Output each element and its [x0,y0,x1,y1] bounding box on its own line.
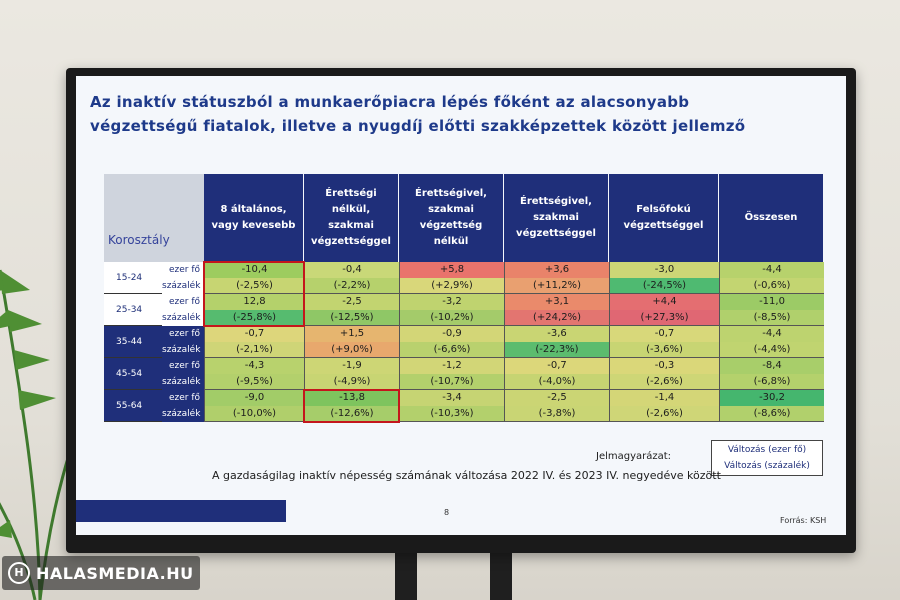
table-cell-pct: (-6,8%) [719,374,824,390]
unit-label-abs: ezer fő [162,390,204,406]
presentation-slide: Az inaktív státuszból a munkaerőpiacra l… [76,76,846,535]
slide-title: Az inaktív státuszból a munkaerőpiacra l… [90,90,830,138]
table-cell-pct: (+11,2%) [504,278,609,294]
tv-monitor: Az inaktív státuszból a munkaerőpiacra l… [66,68,856,553]
page-number: 8 [444,508,450,517]
table-cell-abs: -3,2 [399,294,504,310]
slide-title-line-1: Az inaktív státuszból a munkaerőpiacra l… [90,93,690,111]
table-cell-pct: (-10,2%) [399,310,504,326]
table-cell-abs: -4,3 [204,358,304,374]
table-cell-abs: -1,4 [609,390,719,406]
column-header-1: 8 általános, vagy kevesebb [204,174,303,262]
table-cell-abs: -9,0 [204,390,304,406]
table-cell-pct: (-24,5%) [609,278,719,294]
table-cell-pct: (-10,7%) [399,374,504,390]
table-cell-abs: -4,4 [719,262,824,278]
footer-bar [76,500,286,522]
table-cell-abs: -0,9 [399,326,504,342]
table-cell-pct: (+9,0%) [304,342,399,358]
unit-label-pct: százalék [162,278,204,294]
table-cell-pct: (-12,5%) [304,310,399,326]
table-cell-abs: -3,6 [504,326,609,342]
column-header-5: Felsőfokú végzettséggel [609,174,718,262]
table-cell-pct: (+2,9%) [399,278,504,294]
table-cell-pct: (-10,0%) [204,406,304,422]
table-cell-abs: -3,4 [399,390,504,406]
table-cell-pct: (-2,6%) [609,406,719,422]
table-cell-pct: (-0,6%) [719,278,824,294]
table-cell-abs: -0,7 [204,326,304,342]
legend-line-abs: Változás (ezer fő) [727,445,807,455]
table-cell-pct: (-4,9%) [304,374,399,390]
table-cell-abs: -1,9 [304,358,399,374]
table-cell-abs: -11,0 [719,294,824,310]
row-age-label: 55-64 [104,390,162,422]
column-header-6: Összesen [719,174,823,262]
unit-label-pct: százalék [162,374,204,390]
row-age-label: 45-54 [104,358,162,390]
table-cell-abs: +3,1 [504,294,609,310]
table-cell-abs: -0,7 [609,326,719,342]
unit-label-pct: százalék [162,310,204,326]
watermark-text: HALASMEDIA.HU [36,563,194,583]
unit-label-abs: ezer fő [162,358,204,374]
slide-title-line-2: végzettségű fiatalok, illetve a nyugdíj … [90,117,746,135]
legend-line-pct: Változás (százalék) [724,461,810,471]
row-age-label: 35-44 [104,326,162,358]
legend-label: Jelmagyarázat: [596,451,672,462]
table-cell-abs: -8,4 [719,358,824,374]
table-cell-pct: (-8,5%) [719,310,824,326]
table-cell-abs: -1,2 [399,358,504,374]
column-header-0: Korosztály [104,174,204,262]
column-header-3: Érettségivel, szakmai végzettség nélkül [399,174,503,262]
table-cell-pct: (-4,4%) [719,342,824,358]
table-cell-pct: (-2,6%) [609,374,719,390]
unit-label-pct: százalék [162,406,204,422]
table-cell-abs: +5,8 [399,262,504,278]
table-cell-abs: -0,3 [609,358,719,374]
table-cell-abs: +3,6 [504,262,609,278]
table-cell-abs: +1,5 [304,326,399,342]
table-caption: A gazdaságilag inaktív népesség számának… [212,469,721,482]
table-cell-pct: (-2,1%) [204,342,304,358]
table-cell-abs: +4,4 [609,294,719,310]
watermark-logo: H [8,562,30,584]
unit-label-abs: ezer fő [162,326,204,342]
table-cell-abs: -2,5 [504,390,609,406]
table-cell-pct: (-9,5%) [204,374,304,390]
highlight-box [303,389,400,423]
table-cell-pct: (-6,6%) [399,342,504,358]
table-cell-pct: (-10,3%) [399,406,504,422]
source-note: Forrás: KSH [780,516,827,525]
table-cell-pct: (-4,0%) [504,374,609,390]
table-cell-abs: -0,4 [304,262,399,278]
table-cell-pct: (+24,2%) [504,310,609,326]
table-cell-pct: (-3,6%) [609,342,719,358]
watermark: H HALASMEDIA.HU [2,556,200,590]
table-cell-pct: (-8,6%) [719,406,824,422]
column-header-4: Érettségivel, szakmai végzettséggel [504,174,608,262]
unit-label-pct: százalék [162,342,204,358]
table-cell-abs: -4,4 [719,326,824,342]
unit-label-abs: ezer fő [162,262,204,278]
table-cell-pct: (-3,8%) [504,406,609,422]
table-cell-pct: (+27,3%) [609,310,719,326]
table-cell-abs: -3,0 [609,262,719,278]
table-cell-pct: (-2,2%) [304,278,399,294]
unit-label-abs: ezer fő [162,294,204,310]
row-age-label: 25-34 [104,294,162,326]
table-cell-pct: (-22,3%) [504,342,609,358]
data-table: Korosztály 8 általános, vagy kevesebb Éret… [104,174,824,424]
row-age-label: 15-24 [104,262,162,294]
highlight-box [203,261,305,327]
table-cell-abs: -2,5 [304,294,399,310]
table-cell-abs: -30,2 [719,390,824,406]
legend-box: Változás (ezer fő) Változás (százalék) [711,440,823,476]
column-header-2: Érettségi nélkül, szakmai végzettséggel [304,174,398,262]
table-cell-abs: -0,7 [504,358,609,374]
